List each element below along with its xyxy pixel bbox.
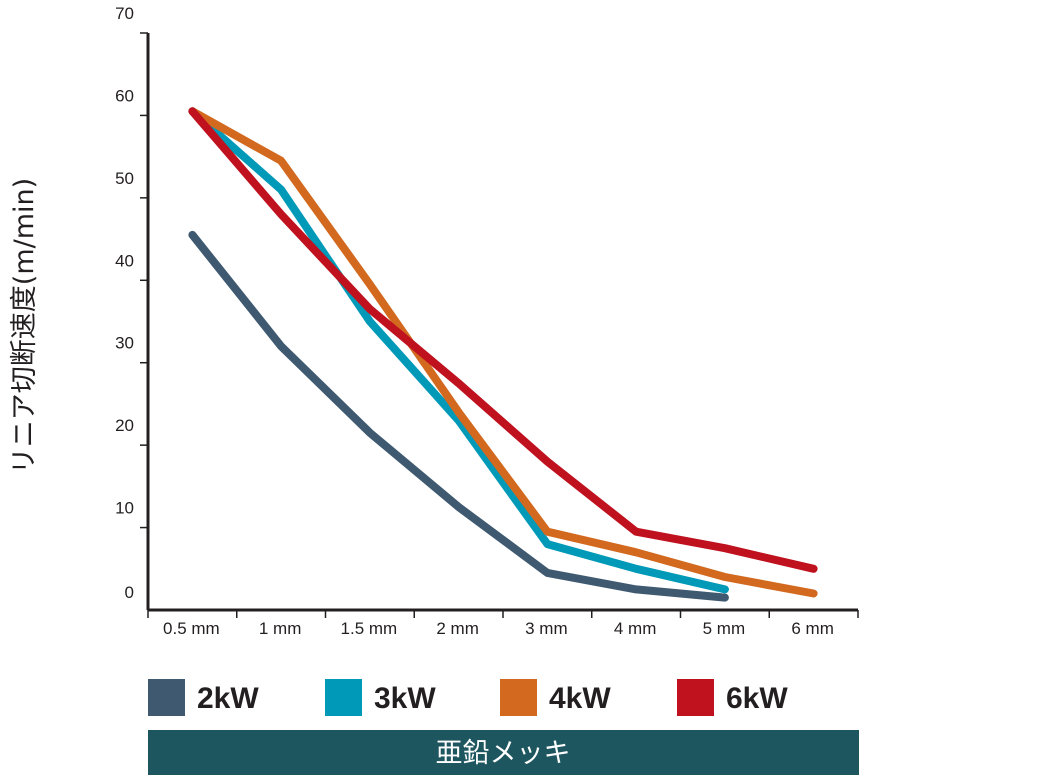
axes (146, 33, 858, 612)
x-tick-label: 4 mm (614, 619, 657, 638)
footer-banner-label: 亜鉛メッキ (436, 738, 571, 769)
legend-swatch-6kw (677, 679, 714, 716)
x-tick-label: 2 mm (436, 619, 479, 638)
x-axis-ticks: 0.5 mm 1 mm 1.5 mm 2 mm 3 mm 4 mm 5 mm 6 mm (147, 610, 859, 638)
footer-banner: 亜鉛メッキ (148, 730, 859, 775)
footer-banner-background (148, 730, 859, 775)
series-line-3kw (188, 107, 729, 594)
y-tick-label: 20 (115, 416, 134, 435)
y-tick-label: 70 (115, 4, 134, 23)
legend-label-3kw: 3kW (374, 682, 436, 715)
x-tick-label: 6 mm (791, 619, 834, 638)
series-line-2kw (188, 230, 729, 602)
y-axis-title-group: リニア切断速度(m/min) (9, 178, 40, 474)
x-tick-label: 3 mm (525, 619, 568, 638)
x-tick-label: 0.5 mm (163, 619, 220, 638)
y-tick-label: 0 (125, 583, 134, 602)
y-tick-label: 10 (115, 499, 134, 518)
y-axis-title: リニア切断速度(m/min) (9, 178, 40, 474)
legend: 2kW 3kW 4kW 6kW (148, 679, 788, 716)
series-lines (188, 107, 818, 602)
y-axis-ticks: 70 60 50 40 30 20 10 0 (115, 4, 148, 602)
legend-swatch-4kw (500, 679, 537, 716)
legend-swatch-2kw (148, 679, 185, 716)
y-tick-label: 60 (115, 86, 134, 105)
legend-label-6kw: 6kW (726, 682, 788, 715)
series-line-4kw (188, 107, 818, 598)
y-tick-label: 30 (115, 334, 134, 353)
legend-label-4kw: 4kW (549, 682, 611, 715)
legend-swatch-3kw (325, 679, 362, 716)
series-line-6kw (188, 107, 818, 573)
x-tick-label: 5 mm (703, 619, 746, 638)
y-tick-label: 50 (115, 169, 134, 188)
y-tick-label: 40 (115, 251, 134, 270)
x-tick-label: 1.5 mm (341, 619, 398, 638)
x-tick-label: 1 mm (259, 619, 302, 638)
legend-label-2kw: 2kW (197, 682, 259, 715)
